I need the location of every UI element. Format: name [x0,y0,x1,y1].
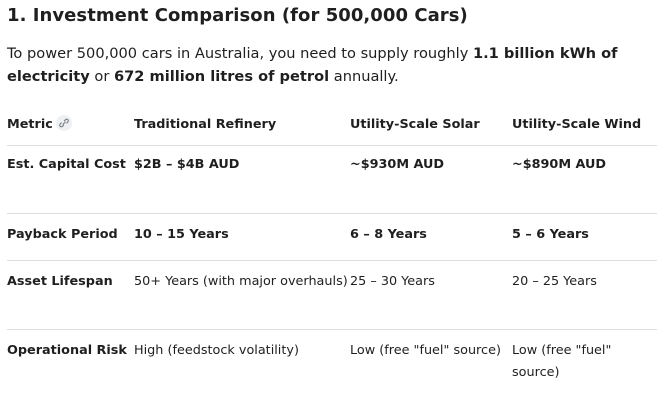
row-solar: 6 – 8 Years [350,213,512,261]
intro-petrol-figure: 672 million litres of petrol [114,68,330,85]
header-metric-label: Metric [7,117,53,132]
intro-text-1: To power 500,000 cars in Australia, you … [7,45,473,62]
row-refinery: 10 – 15 Years [134,213,350,261]
row-metric: Payback Period [7,213,134,261]
row-metric: Est. Capital Cost [7,145,134,214]
row-refinery: 50+ Years (with major overhauls) [134,260,350,330]
section-heading: 1. Investment Comparison (for 500,000 Ca… [7,5,468,26]
row-metric: Operational Risk [7,342,127,358]
table-row: Operational Risk High (feedstock volatil… [7,329,657,395]
row-solar: ~$930M AUD [350,145,512,214]
comparison-table: Metric Traditional Refinery Utility-Scal… [7,105,657,395]
row-wind: 20 – 25 Years [512,260,657,330]
table-header-row: Metric Traditional Refinery Utility-Scal… [7,105,657,146]
row-wind: 5 – 6 Years [512,213,657,261]
row-refinery: $2B – $4B AUD [134,145,350,214]
row-wind: ~$890M AUD [512,145,657,214]
table-row: Asset Lifespan 50+ Years (with major ove… [7,260,657,330]
intro-text-2: or [89,68,114,85]
link-icon[interactable] [55,115,72,131]
header-solar: Utility-Scale Solar [350,105,512,146]
table-row: Est. Capital Cost $2B – $4B AUD ~$930M A… [7,145,657,214]
table-row: Payback Period 10 – 15 Years 6 – 8 Years… [7,213,657,261]
intro-energy-figure: 1.1 billion kWh of electricity [7,45,618,85]
header-wind: Utility-Scale Wind [512,105,657,146]
header-refinery: Traditional Refinery [134,105,350,146]
row-solar: 25 – 30 Years [350,260,512,330]
intro-paragraph: To power 500,000 cars in Australia, you … [7,42,657,88]
row-metric: Asset Lifespan [7,260,134,330]
row-wind: Low (free "fuel" source) [512,342,612,380]
row-refinery: High (feedstock volatility) [134,342,299,358]
intro-text-3: annually. [329,68,399,85]
header-metric: Metric [7,105,134,146]
row-solar: Low (free "fuel" source) [350,342,501,358]
